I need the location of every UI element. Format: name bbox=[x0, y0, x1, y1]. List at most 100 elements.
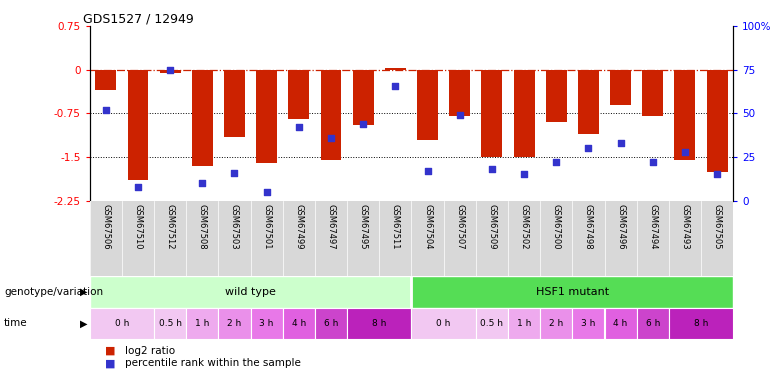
Text: 0 h: 0 h bbox=[437, 319, 451, 328]
Bar bbox=[282, 308, 315, 339]
Text: ■: ■ bbox=[105, 345, 115, 355]
Text: GSM67512: GSM67512 bbox=[165, 204, 175, 250]
Bar bbox=[224, 70, 245, 136]
Bar bbox=[508, 308, 540, 339]
Bar bbox=[385, 68, 406, 70]
Bar bbox=[95, 70, 116, 90]
Text: GSM67511: GSM67511 bbox=[391, 204, 400, 250]
Bar bbox=[417, 70, 438, 140]
Bar bbox=[675, 70, 696, 160]
Bar bbox=[642, 70, 663, 116]
Bar bbox=[449, 70, 470, 116]
Bar bbox=[321, 70, 342, 160]
Point bbox=[711, 171, 723, 177]
Text: GSM67497: GSM67497 bbox=[327, 204, 335, 250]
Bar bbox=[540, 308, 573, 339]
Point bbox=[132, 184, 144, 190]
Text: GSM67504: GSM67504 bbox=[423, 204, 432, 250]
Point bbox=[679, 149, 691, 155]
Point bbox=[261, 189, 273, 195]
Text: percentile rank within the sample: percentile rank within the sample bbox=[125, 358, 300, 368]
Text: time: time bbox=[4, 318, 27, 328]
Text: GDS1527 / 12949: GDS1527 / 12949 bbox=[83, 12, 194, 25]
Point bbox=[486, 166, 498, 172]
Text: 2 h: 2 h bbox=[227, 319, 242, 328]
Text: 8 h: 8 h bbox=[694, 319, 708, 328]
Bar bbox=[218, 308, 250, 339]
Bar bbox=[573, 308, 604, 339]
Text: GSM67496: GSM67496 bbox=[616, 204, 625, 250]
Bar bbox=[578, 70, 599, 134]
Text: 0.5 h: 0.5 h bbox=[480, 319, 503, 328]
Bar bbox=[411, 308, 476, 339]
Text: ▶: ▶ bbox=[80, 318, 88, 328]
Point bbox=[389, 82, 402, 88]
Text: GSM67503: GSM67503 bbox=[230, 204, 239, 250]
Point bbox=[324, 135, 337, 141]
Bar bbox=[347, 308, 411, 339]
Text: log2 ratio: log2 ratio bbox=[125, 345, 175, 355]
Text: GSM67500: GSM67500 bbox=[551, 204, 561, 250]
Bar bbox=[411, 276, 733, 308]
Text: GSM67507: GSM67507 bbox=[456, 204, 464, 250]
Bar bbox=[160, 70, 181, 73]
Point bbox=[100, 107, 112, 113]
Text: 0 h: 0 h bbox=[115, 319, 129, 328]
Bar bbox=[353, 70, 374, 125]
Text: GSM67501: GSM67501 bbox=[262, 204, 271, 250]
Point bbox=[164, 67, 176, 73]
Text: 2 h: 2 h bbox=[549, 319, 563, 328]
Point bbox=[582, 145, 594, 151]
Bar bbox=[513, 70, 534, 157]
Point bbox=[615, 140, 627, 146]
Bar bbox=[127, 70, 148, 180]
Text: 3 h: 3 h bbox=[260, 319, 274, 328]
Text: 6 h: 6 h bbox=[646, 319, 660, 328]
Text: 0.5 h: 0.5 h bbox=[158, 319, 182, 328]
Bar bbox=[636, 308, 668, 339]
Text: 3 h: 3 h bbox=[581, 319, 596, 328]
Bar bbox=[154, 308, 186, 339]
Bar bbox=[90, 308, 154, 339]
Bar bbox=[610, 70, 631, 105]
Text: GSM67495: GSM67495 bbox=[359, 204, 367, 250]
Text: GSM67505: GSM67505 bbox=[713, 204, 722, 250]
Text: GSM67493: GSM67493 bbox=[680, 204, 690, 250]
Bar bbox=[192, 70, 213, 166]
Point bbox=[518, 171, 530, 177]
Text: GSM67502: GSM67502 bbox=[519, 204, 529, 250]
Text: GSM67510: GSM67510 bbox=[133, 204, 143, 250]
Text: GSM67494: GSM67494 bbox=[648, 204, 658, 250]
Text: 4 h: 4 h bbox=[292, 319, 306, 328]
Bar bbox=[707, 70, 728, 171]
Bar bbox=[250, 308, 282, 339]
Point bbox=[196, 180, 208, 186]
Text: 1 h: 1 h bbox=[517, 319, 531, 328]
Bar bbox=[476, 308, 508, 339]
Bar bbox=[186, 308, 218, 339]
Bar bbox=[256, 70, 277, 163]
Text: 1 h: 1 h bbox=[195, 319, 210, 328]
Text: HSF1 mutant: HSF1 mutant bbox=[536, 286, 609, 297]
Bar bbox=[90, 276, 412, 308]
Text: 4 h: 4 h bbox=[613, 319, 628, 328]
Point bbox=[292, 124, 305, 130]
Point bbox=[453, 112, 466, 118]
Text: 8 h: 8 h bbox=[372, 319, 386, 328]
Text: genotype/variation: genotype/variation bbox=[4, 286, 103, 297]
Text: 6 h: 6 h bbox=[324, 319, 339, 328]
Bar bbox=[669, 308, 733, 339]
Text: GSM67506: GSM67506 bbox=[101, 204, 110, 250]
Text: GSM67498: GSM67498 bbox=[584, 204, 593, 250]
Text: GSM67509: GSM67509 bbox=[488, 204, 496, 250]
Text: GSM67499: GSM67499 bbox=[294, 204, 303, 250]
Text: ■: ■ bbox=[105, 358, 115, 368]
Text: GSM67508: GSM67508 bbox=[198, 204, 207, 250]
Point bbox=[229, 170, 241, 176]
Bar bbox=[481, 70, 502, 157]
Bar bbox=[546, 70, 567, 122]
Point bbox=[550, 159, 562, 165]
Bar bbox=[315, 308, 347, 339]
Point bbox=[421, 168, 434, 174]
Bar bbox=[289, 70, 310, 119]
